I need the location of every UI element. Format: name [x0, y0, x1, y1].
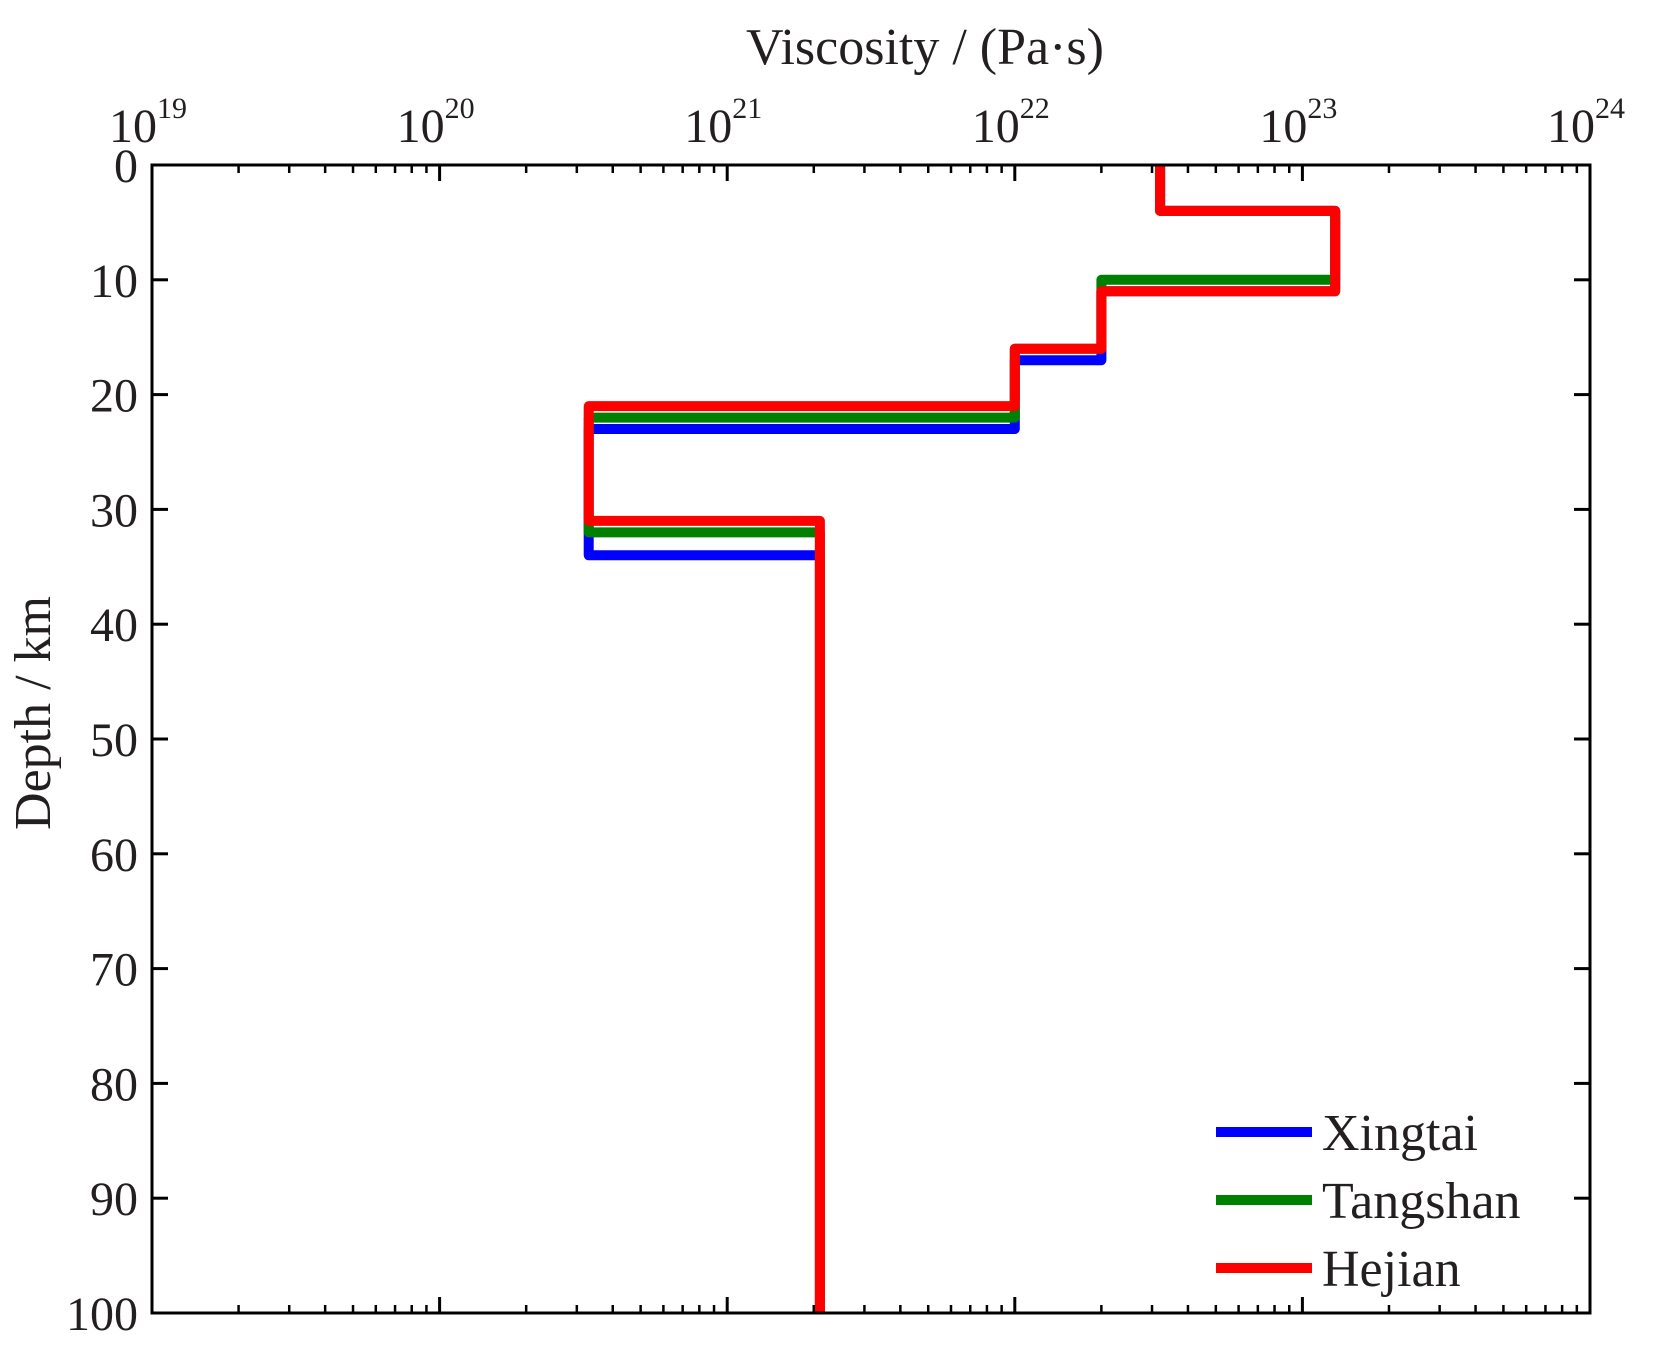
x-tick-label: 1024 — [1547, 92, 1625, 153]
x-tick-exponent: 19 — [157, 92, 187, 125]
y-tick-label: 90 — [90, 1173, 138, 1226]
x-tick-exponent: 20 — [445, 92, 475, 125]
series-line-hejian — [583, 165, 1341, 1313]
x-tick-exponent: 24 — [1595, 92, 1625, 125]
y-tick-label: 60 — [90, 829, 138, 882]
series-layer — [583, 165, 1341, 1313]
x-tick-base: 10 — [684, 100, 732, 153]
x-tick-base: 10 — [1547, 100, 1595, 153]
y-tick-label: 80 — [90, 1058, 138, 1111]
y-tick-labels: 0 10 20 30 40 50 60 70 80 90 100 — [66, 140, 138, 1341]
y-tick-label: 30 — [90, 484, 138, 537]
x-axis-title: Viscosity / (Pa·s) — [746, 19, 1104, 76]
x-tick-label: 1020 — [397, 92, 475, 153]
legend-label-hejian: Hejian — [1322, 1241, 1461, 1298]
y-tick-label: 0 — [114, 140, 138, 193]
y-tick-label: 100 — [66, 1288, 138, 1341]
x-tick-exponent: 23 — [1307, 92, 1337, 125]
plot-frame — [150, 163, 1592, 1315]
x-tick-label: 1021 — [684, 92, 762, 153]
x-tick-base: 10 — [972, 100, 1020, 153]
x-tick-base: 10 — [109, 100, 157, 153]
legend-label-tangshan: Tangshan — [1322, 1173, 1521, 1230]
series-line-xingtai — [583, 165, 1341, 1313]
y-axis-title: Depth / km — [5, 596, 62, 830]
x-tick-exponent: 21 — [732, 92, 762, 125]
y-tick-label: 70 — [90, 944, 138, 997]
y-tick-label: 40 — [90, 599, 138, 652]
y-tick-label: 10 — [90, 255, 138, 308]
y-tick-label: 50 — [90, 714, 138, 767]
x-tick-label: 1019 — [109, 92, 187, 153]
x-tick-label: 1023 — [1259, 92, 1337, 153]
x-tick-labels: 1019 1020 1021 1022 1023 1024 — [109, 92, 1625, 153]
x-tick-label: 1022 — [972, 92, 1050, 153]
y-tick-label: 20 — [90, 370, 138, 423]
legend: Xingtai Tangshan Hejian — [1216, 1105, 1521, 1298]
x-tick-base: 10 — [397, 100, 445, 153]
legend-label-xingtai: Xingtai — [1322, 1105, 1478, 1162]
x-tick-exponent: 22 — [1020, 92, 1050, 125]
series-line-tangshan — [583, 165, 1341, 1313]
x-tick-base: 10 — [1259, 100, 1307, 153]
